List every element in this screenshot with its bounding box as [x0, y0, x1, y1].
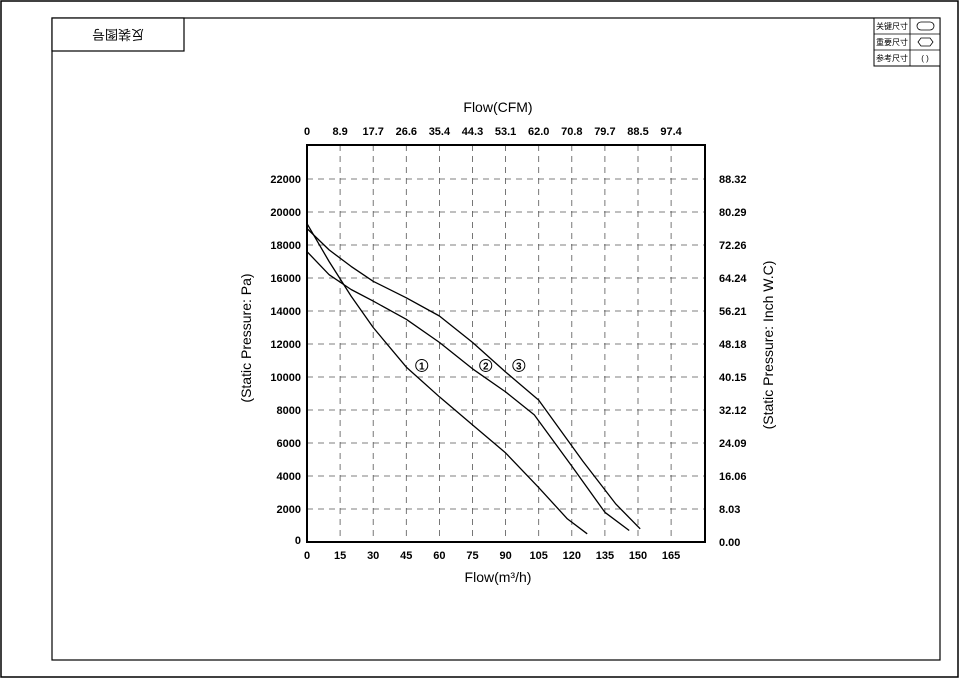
x2-tick-label: 88.5 — [627, 126, 648, 138]
series-label-ring-2 — [479, 358, 493, 372]
x2-tick-label: 35.4 — [429, 126, 451, 138]
x-tick-label: 60 — [433, 550, 445, 562]
pressure-curves: 1 2 3 — [306, 223, 641, 535]
y2-tick-label: 32.12 — [719, 405, 747, 417]
x2-tick-label: 0 — [304, 126, 310, 138]
series-label-3: 3 — [516, 361, 522, 372]
x-tick-label: 105 — [530, 550, 548, 562]
plot-frame — [306, 144, 706, 543]
series-label-ring-3 — [512, 358, 526, 372]
y2-tick-labels: 0.00 8.03 16.06 24.09 32.12 40.15 48.18 56.21 64… — [719, 174, 747, 549]
x2-tick-label: 62.0 — [528, 126, 549, 138]
x2-tick-label: 17.7 — [362, 126, 383, 138]
y-tick-label: 12000 — [270, 339, 301, 351]
x2-tick-labels: 0 8.9 17.7 26.6 35.4 44.3 53.1 62.0 70.8 79.7 88.5… — [304, 126, 683, 138]
important-dimension-hexagon-icon — [917, 37, 934, 47]
x2-tick-label: 79.7 — [594, 126, 615, 138]
drawing-frame — [51, 17, 941, 661]
drawing-stamp-text: 反装图号 — [92, 27, 144, 42]
x-tick-label: 135 — [596, 550, 614, 562]
y-tick-label: 4000 — [277, 471, 301, 483]
y2-tick-label: 8.03 — [719, 504, 740, 516]
y-tick-label: 22000 — [270, 174, 301, 186]
x-tick-label: 45 — [400, 550, 412, 562]
title-block-label-important: 重要尺寸 — [876, 37, 908, 47]
x-tick-label: 0 — [304, 550, 310, 562]
y-tick-label: 20000 — [270, 207, 301, 219]
x2-tick-label: 8.9 — [332, 126, 347, 138]
x2-tick-label: 53.1 — [495, 126, 516, 138]
key-dimension-oval-icon — [916, 21, 935, 31]
x-tick-label: 75 — [466, 550, 478, 562]
y2-axis-title: (Static Pressure: Inch W.C) — [760, 261, 776, 430]
y2-tick-label: 56.21 — [719, 306, 747, 318]
y2-tick-label: 24.09 — [719, 438, 747, 450]
y-tick-labels: 0 2000 4000 6000 8000 10000 12000 14000 16000 180… — [270, 174, 301, 547]
x2-tick-label: 26.6 — [396, 126, 417, 138]
x-tick-labels: 0 15 30 45 60 75 90 105 120 135 150 165 — [304, 550, 680, 562]
y2-tick-label: 64.24 — [719, 273, 747, 285]
x-tick-label: 120 — [563, 550, 581, 562]
series-label-2: 2 — [483, 361, 489, 372]
y-tick-label: 16000 — [270, 273, 301, 285]
y-tick-label: 6000 — [277, 438, 301, 450]
y2-tick-label: 48.18 — [719, 339, 747, 351]
x-tick-label: 30 — [367, 550, 379, 562]
title-block-label-key: 关键尺寸 — [876, 21, 908, 31]
y2-tick-label: 40.15 — [719, 372, 747, 384]
y-tick-label: 18000 — [270, 240, 301, 252]
y-tick-label: 10000 — [270, 372, 301, 384]
y-tick-label: 14000 — [270, 306, 301, 318]
series-line-2 — [306, 251, 630, 532]
x-tick-label: 15 — [334, 550, 346, 562]
drawing-stamp-box — [51, 17, 185, 52]
y2-tick-label: 16.06 — [719, 471, 747, 483]
x-tick-label: 150 — [629, 550, 647, 562]
x2-tick-label: 70.8 — [561, 126, 582, 138]
y-tick-label: 0 — [295, 535, 301, 547]
y2-tick-label: 72.26 — [719, 240, 747, 252]
y2-tick-label: 88.32 — [719, 174, 747, 186]
series-label-1: 1 — [419, 361, 425, 372]
y-tick-label: 2000 — [277, 504, 301, 516]
title-block: 关键尺寸 重要尺寸 参考尺寸 ( ) — [873, 17, 941, 67]
series-label-ring-1 — [415, 358, 429, 372]
x2-tick-label: 97.4 — [660, 126, 682, 138]
x2-tick-label: 44.3 — [462, 126, 483, 138]
x-tick-label: 90 — [499, 550, 511, 562]
y2-tick-label: 0.00 — [719, 537, 740, 549]
y-tick-label: 8000 — [277, 405, 301, 417]
x2-axis-title: Flow(CFM) — [463, 99, 532, 115]
series-line-3 — [306, 228, 641, 530]
title-block-label-reference: 参考尺寸 — [876, 53, 908, 63]
reference-dimension-paren-icon: ( ) — [921, 54, 929, 63]
x-tick-label: 165 — [662, 550, 680, 562]
series-line-1 — [306, 223, 588, 535]
fan-performance-chart: 0 15 30 45 60 75 90 105 120 135 150 165 0 8.9 17.7 26.… — [238, 99, 776, 585]
x-axis-title: Flow(m³/h) — [465, 569, 532, 585]
y-axis-title: (Static Pressure: Pa) — [238, 273, 254, 402]
chart-grid — [307, 145, 705, 542]
y2-tick-label: 80.29 — [719, 207, 747, 219]
